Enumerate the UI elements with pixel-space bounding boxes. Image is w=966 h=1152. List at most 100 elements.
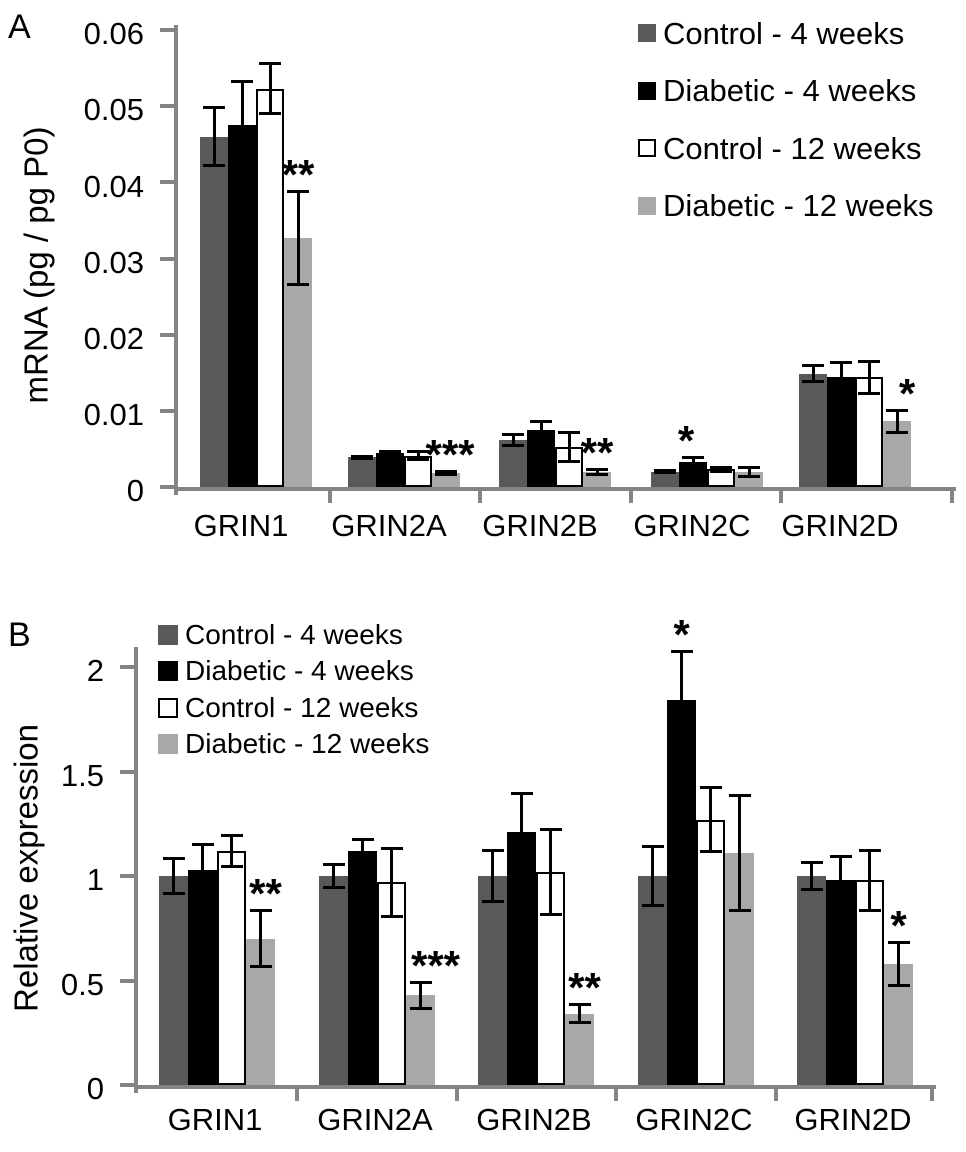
category-label-grin2a: GRIN2A xyxy=(331,508,447,543)
bar-grin2b-control-4-weeks xyxy=(499,439,527,487)
error-bar-grin2b-diabetic-12-weeks xyxy=(595,467,599,476)
error-bar-grin1-control-4-weeks-cap-bottom xyxy=(162,891,185,895)
error-bar-grin2c-diabetic-4-weeks-cap-bottom xyxy=(670,747,693,751)
category-label-grin2c: GRIN2C xyxy=(633,508,751,543)
error-bar-grin2c-control-12-weeks-cap-top xyxy=(710,465,732,469)
y-tick-label: 0.03 xyxy=(83,244,144,280)
error-bar-grin2a-diabetic-4-weeks-cap-bottom xyxy=(379,452,401,456)
x-axis-tick xyxy=(328,491,332,503)
legend-label-control-4-weeks: Control - 4 weeks xyxy=(663,15,905,51)
error-bar-grin2c-diabetic-4-weeks xyxy=(680,650,683,751)
error-bar-grin2d-control-12-weeks-cap-bottom xyxy=(858,908,881,912)
error-bar-grin2d-control-12-weeks-cap-top xyxy=(858,848,881,852)
error-bar-grin2c-control-4-weeks-cap-top xyxy=(654,469,676,473)
error-bar-grin2a-control-12-weeks xyxy=(390,846,393,918)
x-axis xyxy=(174,487,956,491)
error-bar-grin2a-control-12-weeks-cap-top xyxy=(407,450,429,454)
significance-marker-grin2b: ** xyxy=(580,428,614,476)
error-bar-grin2b-control-4-weeks-cap-top xyxy=(481,848,504,852)
error-bar-grin2a-diabetic-12-weeks-cap-top xyxy=(435,470,457,474)
error-bar-grin1-diabetic-4-weeks-cap-top xyxy=(191,842,214,846)
significance-marker-grin2c: * xyxy=(673,611,690,659)
error-bar-grin2c-control-4-weeks xyxy=(651,844,654,908)
error-bar-grin2b-diabetic-4-weeks-cap-bottom xyxy=(530,436,552,440)
bar-grin2a-control-4-weeks xyxy=(348,457,376,487)
error-bar-grin1-diabetic-12-weeks-cap-bottom xyxy=(249,964,272,968)
error-bar-grin2d-diabetic-4-weeks-cap-bottom xyxy=(829,902,852,906)
error-bar-grin2c-control-12-weeks xyxy=(709,786,712,853)
error-bar-grin2a-diabetic-4-weeks-cap-top xyxy=(351,838,374,842)
error-bar-grin2b-control-12-weeks xyxy=(567,430,571,463)
error-bar-grin2a-diabetic-12-weeks xyxy=(419,980,422,1010)
category-label-grin2d: GRIN2D xyxy=(794,1102,912,1137)
error-bar-grin1-control-12-weeks-cap-bottom xyxy=(220,864,243,868)
y-tick-label: 0.5 xyxy=(60,966,104,1002)
bar-grin2d-control-4-weeks xyxy=(797,876,826,1085)
error-bar-grin2d-diabetic-4-weeks xyxy=(839,361,843,392)
category-label-grin2c: GRIN2C xyxy=(635,1102,753,1137)
error-bar-grin2d-control-4-weeks-cap-bottom xyxy=(802,380,824,384)
y-tick xyxy=(160,408,174,413)
error-bar-grin2b-diabetic-4-weeks-cap-bottom xyxy=(510,868,533,872)
error-bar-grin2a-diabetic-4-weeks xyxy=(361,838,364,864)
y-tick xyxy=(160,28,174,32)
error-bar-grin2c-diabetic-12-weeks xyxy=(738,794,741,912)
legend-item-diabetic-12-weeks: Diabetic - 12 weeks xyxy=(638,177,934,235)
error-bar-grin2b-control-4-weeks xyxy=(491,848,494,904)
legend-swatch-diabetic-4-weeks xyxy=(638,81,656,100)
error-bar-grin2c-diabetic-12-weeks-cap-top xyxy=(738,465,760,469)
error-bar-grin2a-control-4-weeks-cap-bottom xyxy=(322,885,345,889)
error-bar-grin1-diabetic-4-weeks-cap-bottom xyxy=(191,893,214,897)
y-tick-label: 0 xyxy=(126,473,144,509)
error-bar-grin2c-diabetic-12-weeks xyxy=(747,465,751,478)
error-bar-grin2d-diabetic-12-weeks xyxy=(897,940,900,987)
error-bar-grin1-control-4-weeks xyxy=(172,857,175,895)
error-bar-grin2b-diabetic-12-weeks-cap-bottom xyxy=(568,1021,591,1025)
error-bar-grin2b-diabetic-4-weeks-cap-top xyxy=(510,792,533,796)
error-bar-grin2b-control-12-weeks-cap-top xyxy=(539,827,562,831)
error-bar-grin1-diabetic-4-weeks-cap-bottom xyxy=(231,167,253,171)
y-tick xyxy=(120,978,134,983)
error-bar-grin1-control-4-weeks xyxy=(212,106,216,168)
error-bar-grin2d-diabetic-4-weeks-cap-top xyxy=(829,855,852,859)
error-bar-grin2b-control-12-weeks-cap-top xyxy=(558,430,580,434)
error-bar-grin2d-control-4-weeks-cap-bottom xyxy=(800,887,823,891)
category-label-grin2b: GRIN2B xyxy=(476,1102,592,1137)
legend-label-diabetic-4-weeks: Diabetic - 4 weeks xyxy=(185,655,414,686)
error-bar-grin2a-diabetic-12-weeks-cap-bottom xyxy=(435,473,457,477)
error-bar-grin2b-control-4-weeks xyxy=(511,432,515,447)
error-bar-grin2a-diabetic-4-weeks-cap-bottom xyxy=(351,860,374,864)
significance-marker-grin2d: * xyxy=(898,369,916,417)
error-bar-grin2d-control-12-weeks xyxy=(867,359,871,395)
error-bar-grin1-diabetic-4-weeks xyxy=(240,79,244,171)
panel-b-letter: B xyxy=(8,616,31,654)
error-bar-grin2b-diabetic-4-weeks-cap-top xyxy=(530,419,552,423)
error-bar-grin1-control-12-weeks-cap-top xyxy=(259,61,281,65)
y-tick-label: 1.5 xyxy=(60,757,104,793)
bar-grin2b-diabetic-12-weeks xyxy=(565,1013,594,1085)
error-bar-grin1-diabetic-4-weeks xyxy=(201,842,204,897)
error-bar-grin2d-diabetic-12-weeks-cap-bottom xyxy=(886,431,908,435)
legend-item-diabetic-4-weeks: Diabetic - 4 weeks xyxy=(638,62,916,120)
y-tick-label: 0.06 xyxy=(83,16,144,52)
significance-marker-grin1: ** xyxy=(281,150,315,198)
legend-swatch-diabetic-4-weeks xyxy=(158,661,178,681)
y-axis xyxy=(174,25,178,495)
bar-grin1-diabetic-4-weeks xyxy=(188,869,217,1085)
error-bar-grin1-control-4-weeks-cap-top xyxy=(162,857,185,861)
bar-grin1-control-4-weeks xyxy=(159,876,188,1085)
y-tick xyxy=(160,256,174,261)
error-bar-grin2d-control-4-weeks xyxy=(810,861,813,891)
category-label-grin1: GRIN1 xyxy=(167,1102,263,1137)
y-tick xyxy=(160,332,174,337)
error-bar-grin1-diabetic-12-weeks xyxy=(296,189,300,286)
legend-swatch-control-12-weeks xyxy=(638,139,656,157)
x-axis-tick xyxy=(773,1089,778,1101)
error-bar-grin2d-diabetic-12-weeks-cap-top xyxy=(887,940,910,944)
error-bar-grin2a-control-4-weeks-cap-top xyxy=(351,455,373,458)
legend-item-diabetic-4-weeks: Diabetic - 4 weeks xyxy=(158,653,414,690)
x-axis-tick xyxy=(950,491,954,503)
panel-a-letter: A xyxy=(8,8,31,46)
legend-item-control-4-weeks: Control - 4 weeks xyxy=(638,4,904,62)
error-bar-grin1-control-4-weeks-cap-bottom xyxy=(203,164,225,168)
